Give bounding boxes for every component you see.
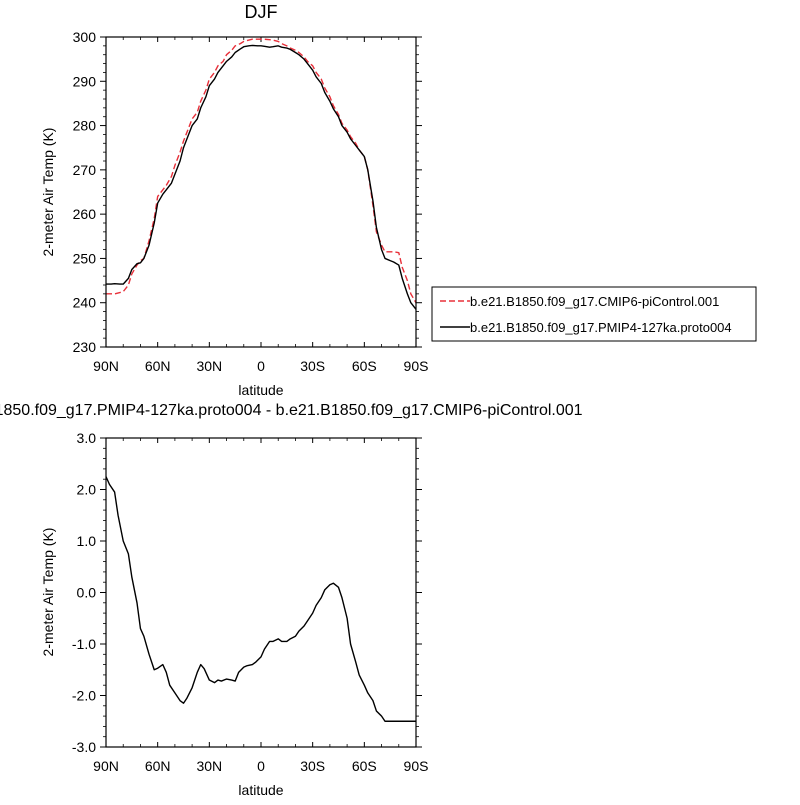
x-tick-label: 60N bbox=[145, 358, 171, 374]
y-tick-label: -3.0 bbox=[72, 739, 96, 755]
top-series-line-0 bbox=[106, 38, 417, 304]
x-tick-label: 60S bbox=[352, 358, 377, 374]
y-tick-label: 270 bbox=[73, 162, 97, 178]
legend-label-picontrol: b.e21.B1850.f09_g17.CMIP6-piControl.001 bbox=[470, 294, 719, 309]
y-tick-label: 300 bbox=[73, 29, 97, 45]
y-tick-label: 3.0 bbox=[77, 430, 97, 446]
y-tick-label: -1.0 bbox=[72, 636, 96, 652]
bottom-x-tick-labels: 90N 60N 30N 0 30S 60S 90S bbox=[93, 758, 428, 774]
x-tick-label: 0 bbox=[257, 358, 265, 374]
x-tick-label: 60N bbox=[145, 758, 171, 774]
y-tick-label: 2.0 bbox=[77, 482, 97, 498]
x-tick-label: 90N bbox=[93, 358, 119, 374]
x-tick-label: 0 bbox=[257, 758, 265, 774]
top-y-axis-label: 2-meter Air Temp (K) bbox=[40, 128, 56, 257]
y-tick-label: 290 bbox=[73, 73, 97, 89]
y-tick-label: 240 bbox=[73, 295, 97, 311]
x-tick-label: 90S bbox=[404, 758, 429, 774]
x-tick-label: 30S bbox=[300, 358, 325, 374]
legend-label-127ka: b.e21.B1850.f09_g17.PMIP4-127ka.proto004 bbox=[470, 320, 732, 335]
top-x-axis-label: latitude bbox=[238, 382, 283, 398]
top-x-tick-labels: 90N 60N 30N 0 30S 60S 90S bbox=[93, 358, 428, 374]
y-tick-label: 280 bbox=[73, 118, 97, 134]
bottom-y-axis-label: 2-meter Air Temp (K) bbox=[40, 528, 56, 657]
top-axis-ticks bbox=[100, 36, 422, 348]
y-tick-label: 250 bbox=[73, 250, 97, 266]
top-panel: DJF latitude 2-meter Air Temp (K) 90N 60N… bbox=[40, 2, 757, 398]
top-series-lines bbox=[106, 38, 417, 310]
x-tick-label: 90S bbox=[404, 358, 429, 374]
top-plot-frame bbox=[105, 36, 417, 348]
y-tick-label: 0.0 bbox=[77, 585, 97, 601]
bottom-plot-frame bbox=[105, 437, 417, 748]
x-tick-label: 30N bbox=[196, 758, 222, 774]
bottom-chart-title: b.e21.B1850.f09_g17.PMIP4-127ka.proto004… bbox=[0, 402, 583, 419]
x-tick-label: 30S bbox=[300, 758, 325, 774]
y-tick-label: 260 bbox=[73, 206, 97, 222]
y-tick-label: 1.0 bbox=[77, 533, 97, 549]
y-tick-label: -2.0 bbox=[72, 688, 96, 704]
top-series-line-1 bbox=[106, 44, 417, 310]
x-tick-label: 60S bbox=[352, 758, 377, 774]
top-chart-title: DJF bbox=[245, 2, 278, 22]
x-tick-label: 90N bbox=[93, 758, 119, 774]
bottom-y-tick-labels: -3.0 -2.0 -1.0 0.0 1.0 2.0 3.0 bbox=[72, 430, 96, 755]
bottom-series-lines bbox=[105, 476, 416, 722]
legend-frame bbox=[431, 286, 757, 342]
top-y-tick-labels: 230 240 250 260 270 280 290 300 bbox=[73, 29, 97, 355]
bottom-x-axis-label: latitude bbox=[238, 782, 283, 798]
legend: b.e21.B1850.f09_g17.CMIP6-piControl.001 … bbox=[431, 286, 757, 342]
x-tick-label: 30N bbox=[196, 358, 222, 374]
bottom-axis-ticks bbox=[100, 437, 422, 748]
bot-series-line-0 bbox=[105, 476, 416, 722]
bottom-panel: b.e21.B1850.f09_g17.PMIP4-127ka.proto004… bbox=[0, 402, 583, 798]
y-tick-label: 230 bbox=[73, 339, 97, 355]
